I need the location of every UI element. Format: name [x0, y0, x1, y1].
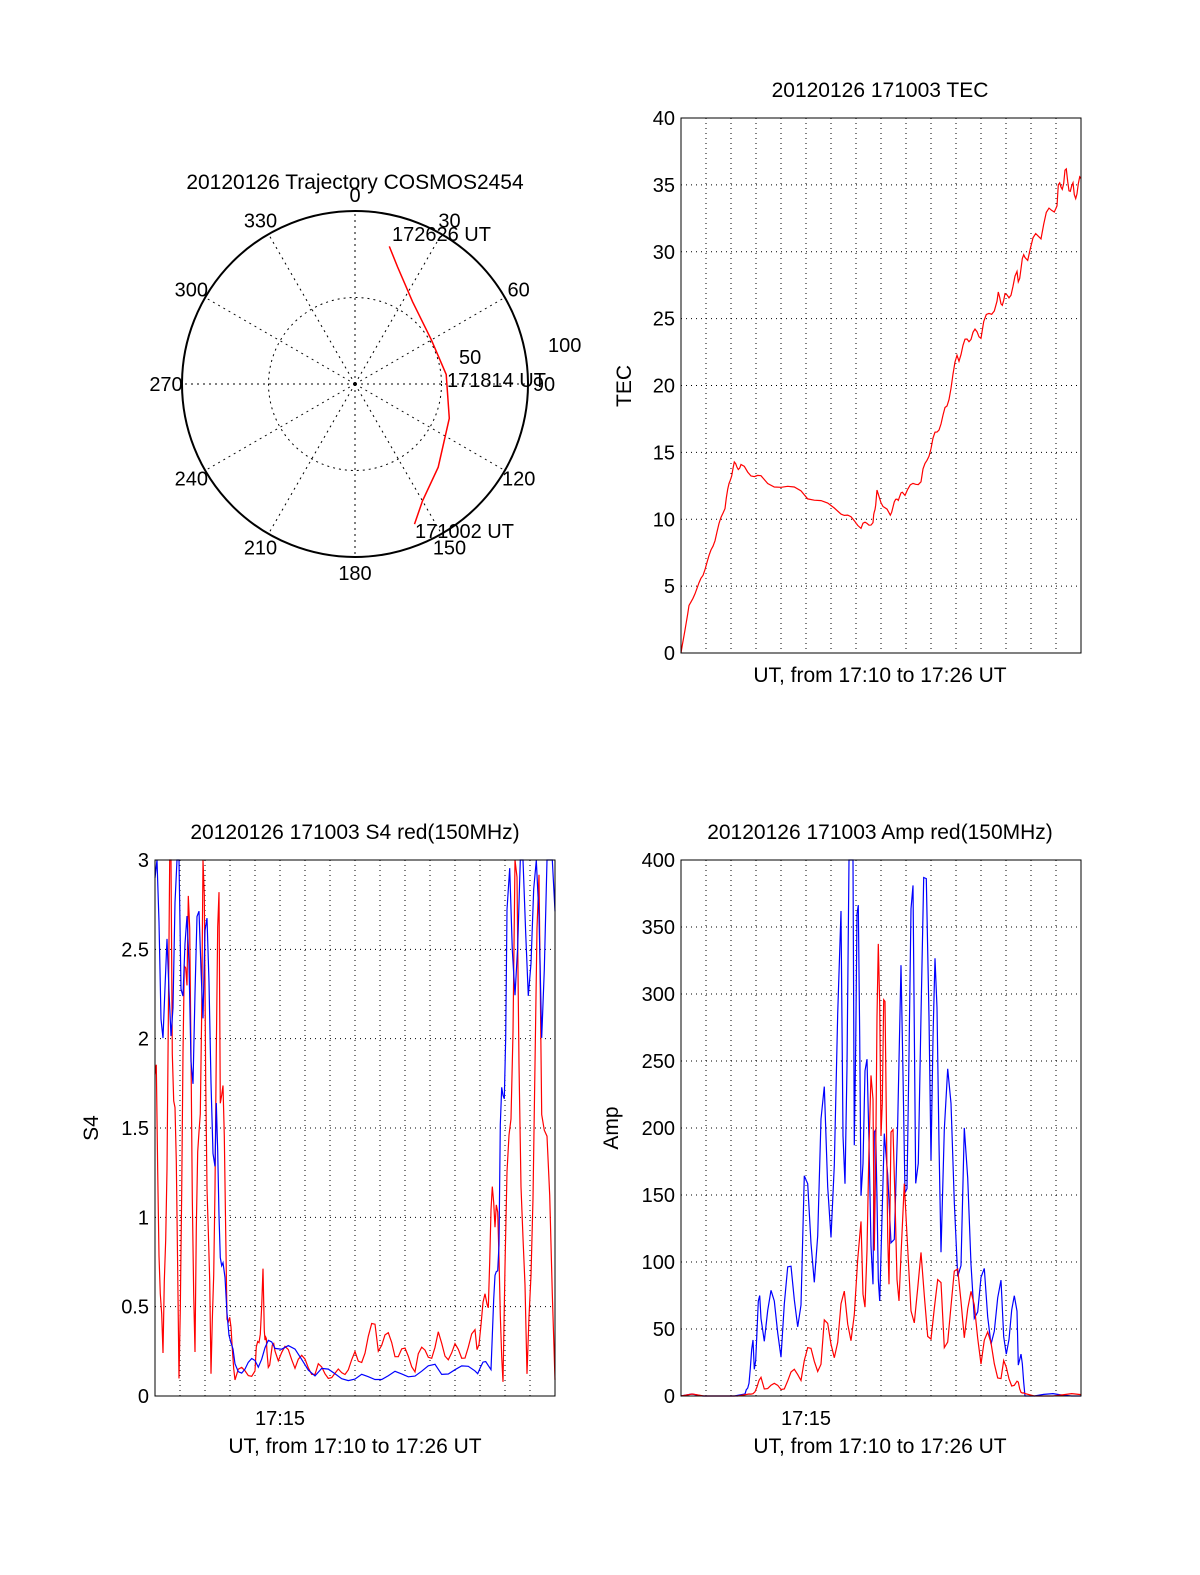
polar-grid-spoke — [204, 297, 356, 385]
y-tick-label: 300 — [642, 984, 675, 1006]
s4-red-series — [154, 859, 556, 1382]
polar-grid-spoke — [354, 297, 506, 385]
radial-tick-50: 50 — [459, 347, 481, 369]
polar-title: 20120126 Trajectory COSMOS2454 — [186, 171, 524, 194]
tec-axes-box — [680, 117, 1082, 654]
y-tick-label: 250 — [642, 1051, 675, 1073]
annotation-start: 172626 UT — [392, 224, 491, 246]
y-tick-label: 0 — [664, 643, 675, 665]
angle-tick-label: 120 — [502, 469, 535, 491]
polar-outer-circle — [181, 210, 529, 558]
polar-grid-circle — [268, 297, 442, 471]
tec-title: 20120126 171003 TEC — [772, 79, 989, 102]
y-tick-label: 10 — [653, 509, 675, 531]
y-tick-label: 20 — [653, 376, 675, 398]
tec-plot: 20120126 171003 TEC 0 5 10 15 20 25 30 35 40 UT,… — [613, 79, 1082, 687]
y-tick-label: 150 — [642, 1185, 675, 1207]
y-tick-label: 2 — [138, 1029, 149, 1051]
y-tick-label: 15 — [653, 442, 675, 464]
radial-tick-100: 100 — [548, 335, 581, 357]
angle-tick-label: 60 — [508, 280, 530, 302]
angle-tick-label: 300 — [175, 280, 208, 302]
y-tick-label: 30 — [653, 242, 675, 264]
tec-ylabel: TEC — [613, 365, 636, 407]
s4-plot: 20120126 171003 S4 red(150MHz) 0 0.5 1 1.5 2… — [80, 821, 556, 1458]
y-tick-label: 50 — [653, 1319, 675, 1341]
y-tick-label: 0 — [664, 1386, 675, 1408]
angle-tick-label: 90 — [533, 374, 555, 396]
amp-xlabel: UT, from 17:10 to 17:26 UT — [753, 1435, 1006, 1458]
polar-grid-spoke — [268, 233, 356, 385]
y-tick-label: 25 — [653, 309, 675, 331]
y-tick-label: 100 — [642, 1252, 675, 1274]
y-tick-label: 2.5 — [121, 939, 149, 961]
amp-axes-box — [680, 859, 1082, 1397]
y-tick-label: 40 — [653, 108, 675, 130]
y-tick-label: 35 — [653, 175, 675, 197]
polar-grid-spoke — [354, 383, 442, 535]
amp-plot: 20120126 171003 Amp red(150MHz) 0 50 100 15… — [600, 821, 1082, 1458]
angle-tick-label: 210 — [244, 538, 277, 560]
angle-tick-label: 330 — [244, 210, 277, 232]
y-tick-label: 0.5 — [121, 1297, 149, 1319]
angle-tick-label: 240 — [175, 469, 208, 491]
s4-axes-box — [154, 859, 556, 1397]
y-tick-label: 1.5 — [121, 1118, 149, 1140]
annotation-end: 171002 UT — [415, 521, 514, 543]
y-tick-label: 0 — [138, 1386, 149, 1408]
amp-red-series — [680, 943, 1082, 1397]
angle-tick-label: 30 — [438, 210, 460, 232]
s4-xtick-1715: 17:15 — [255, 1408, 305, 1430]
y-tick-label: 5 — [664, 576, 675, 598]
y-tick-label: 350 — [642, 917, 675, 939]
s4-xlabel: UT, from 17:10 to 17:26 UT — [228, 1435, 481, 1458]
tec-xlabel: UT, from 17:10 to 17:26 UT — [753, 664, 1006, 687]
annotation-mid: 171814 UT — [447, 370, 546, 392]
angle-tick-label: 270 — [149, 374, 182, 396]
polar-grid-spoke — [354, 233, 442, 385]
s4-blue-series — [154, 859, 556, 1382]
angle-tick-label: 0 — [349, 185, 360, 207]
y-tick-label: 1 — [138, 1207, 149, 1229]
y-tick-label: 400 — [642, 850, 675, 872]
amp-xtick-1715: 17:15 — [781, 1408, 831, 1430]
angle-tick-label: 150 — [433, 538, 466, 560]
angle-tick-label: 180 — [338, 563, 371, 585]
polar-grid-spoke — [354, 383, 506, 471]
polar-grid-spoke — [268, 383, 356, 535]
s4-ylabel: S4 — [80, 1115, 103, 1141]
trajectory-line — [388, 246, 451, 525]
s4-title: 20120126 171003 S4 red(150MHz) — [190, 821, 519, 844]
polar-grid-spoke — [204, 383, 356, 471]
y-tick-label: 200 — [642, 1118, 675, 1140]
amp-title: 20120126 171003 Amp red(150MHz) — [707, 821, 1053, 844]
polar-plot: 20120126 Trajectory COSMOS2454 0 30 60 90 12… — [149, 171, 581, 585]
amp-ylabel: Amp — [600, 1106, 623, 1149]
tec-series-line — [680, 167, 1082, 654]
y-tick-label: 3 — [138, 850, 149, 872]
